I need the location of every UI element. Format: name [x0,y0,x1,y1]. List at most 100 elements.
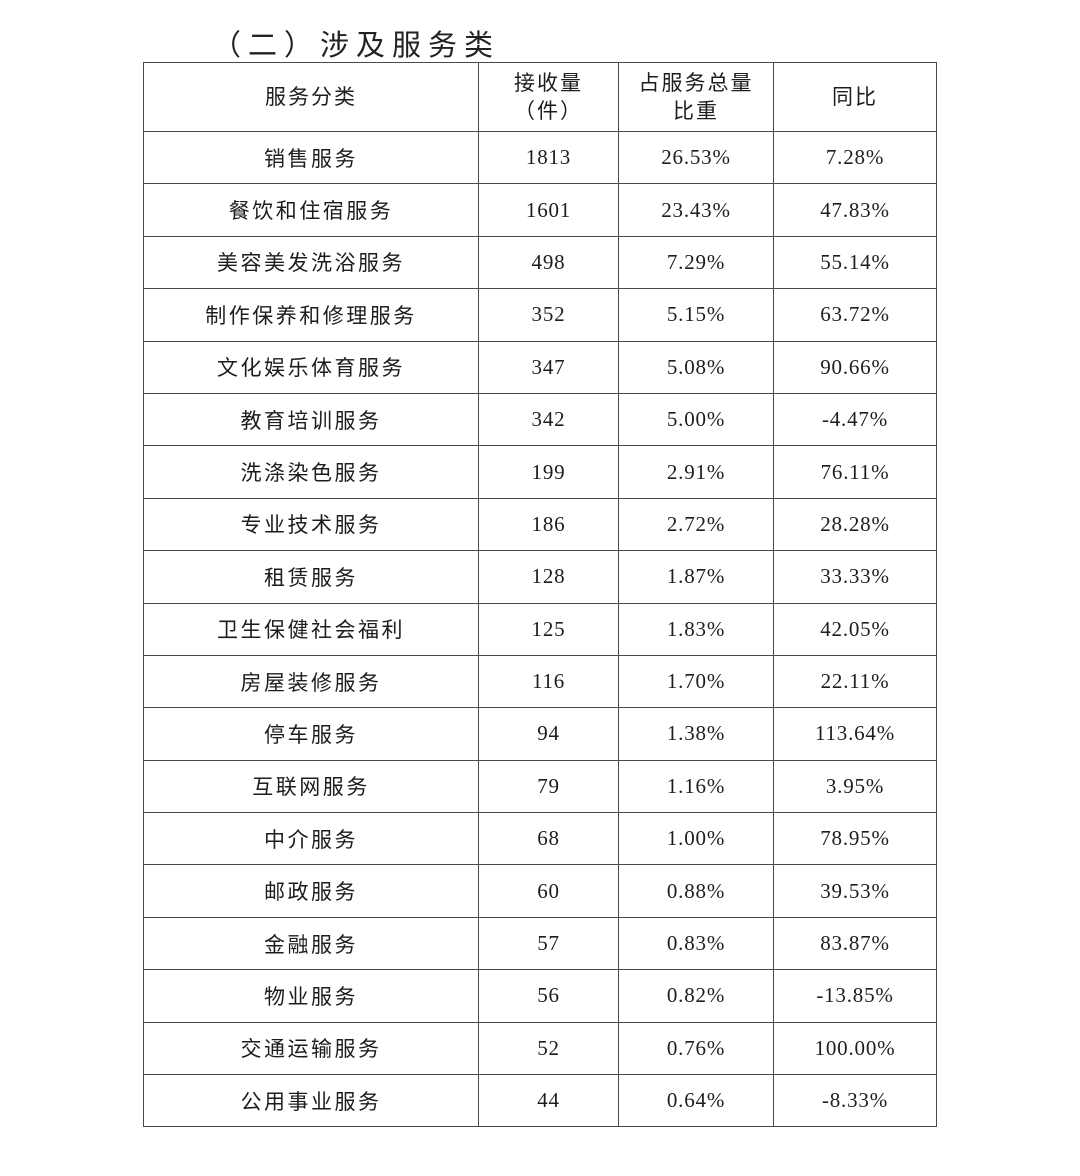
received-cell: 498 [478,235,619,290]
table-row: 邮政服务 60 0.88% 39.53% [143,864,937,918]
category-cell: 停车服务 [143,707,479,761]
category-cell: 交通运输服务 [143,1021,479,1076]
category-cell: 文化娱乐体育服务 [143,340,479,394]
category-cell: 教育培训服务 [143,392,479,447]
received-cell: 125 [478,602,619,656]
received-cell: 60 [478,864,619,918]
yoy-cell: 100.00% [773,1021,937,1076]
table-row: 制作保养和修理服务 352 5.15% 63.72% [143,288,937,342]
share-cell: 1.87% [618,550,774,604]
category-cell: 互联网服务 [143,759,479,814]
yoy-cell: 22.11% [773,654,937,709]
category-cell: 卫生保健社会福利 [143,602,479,656]
table-row: 物业服务 56 0.82% -13.85% [143,969,937,1023]
received-cell: 57 [478,916,619,971]
yoy-cell: 90.66% [773,340,937,394]
received-cell: 52 [478,1021,619,1076]
share-cell: 1.00% [618,812,774,866]
category-cell: 邮政服务 [143,864,479,918]
yoy-cell: 33.33% [773,550,937,604]
category-cell: 租赁服务 [143,550,479,604]
share-cell: 23.43% [618,183,774,237]
share-cell: 5.00% [618,392,774,447]
category-cell: 销售服务 [143,130,479,185]
header-share: 占服务总量 比重 [618,62,774,132]
received-cell: 1813 [478,130,619,185]
yoy-cell: -13.85% [773,969,937,1023]
share-cell: 7.29% [618,235,774,290]
share-cell: 1.70% [618,654,774,709]
received-cell: 116 [478,654,619,709]
category-cell: 中介服务 [143,812,479,866]
table-row: 洗涤染色服务 199 2.91% 76.11% [143,445,937,499]
yoy-cell: 76.11% [773,445,937,499]
yoy-cell: 78.95% [773,812,937,866]
share-cell: 1.83% [618,602,774,656]
yoy-cell: 113.64% [773,707,937,761]
table-body: 销售服务 1813 26.53% 7.28% 餐饮和住宿服务 1601 23.43% 47.8… [143,130,937,1128]
share-cell: 0.83% [618,916,774,971]
table-row: 专业技术服务 186 2.72% 28.28% [143,497,937,552]
table-row: 交通运输服务 52 0.76% 100.00% [143,1021,937,1076]
yoy-cell: 42.05% [773,602,937,656]
table-row: 教育培训服务 342 5.00% -4.47% [143,392,937,447]
header-category: 服务分类 [143,62,479,132]
table-row: 停车服务 94 1.38% 113.64% [143,707,937,761]
received-cell: 342 [478,392,619,447]
share-cell: 0.76% [618,1021,774,1076]
header-received: 接收量 （件） [478,62,619,132]
table-row: 文化娱乐体育服务 347 5.08% 90.66% [143,340,937,394]
yoy-cell: -4.47% [773,392,937,447]
service-category-table: 服务分类 接收量 （件） 占服务总量 比重 同比 销售服务 1813 26.53% 7… [143,62,937,1128]
yoy-cell: 3.95% [773,759,937,814]
received-cell: 68 [478,812,619,866]
section-title: （二）涉及服务类 [212,30,501,62]
table-row: 公用事业服务 44 0.64% -8.33% [143,1074,937,1128]
yoy-cell: 39.53% [773,864,937,918]
table-row: 中介服务 68 1.00% 78.95% [143,812,937,866]
table-row: 卫生保健社会福利 125 1.83% 42.05% [143,602,937,656]
category-cell: 金融服务 [143,916,479,971]
yoy-cell: 7.28% [773,130,937,185]
table-row: 销售服务 1813 26.53% 7.28% [143,130,937,185]
share-cell: 0.64% [618,1074,774,1128]
category-cell: 物业服务 [143,969,479,1023]
share-cell: 1.16% [618,759,774,814]
yoy-cell: 55.14% [773,235,937,290]
yoy-cell: 28.28% [773,497,937,552]
received-cell: 79 [478,759,619,814]
share-cell: 2.72% [618,497,774,552]
share-cell: 0.88% [618,864,774,918]
header-yoy: 同比 [773,62,937,132]
category-cell: 专业技术服务 [143,497,479,552]
share-cell: 26.53% [618,130,774,185]
table-row: 餐饮和住宿服务 1601 23.43% 47.83% [143,183,937,237]
yoy-cell: -8.33% [773,1074,937,1128]
received-cell: 1601 [478,183,619,237]
category-cell: 制作保养和修理服务 [143,288,479,342]
category-cell: 餐饮和住宿服务 [143,183,479,237]
share-cell: 0.82% [618,969,774,1023]
received-cell: 347 [478,340,619,394]
yoy-cell: 47.83% [773,183,937,237]
received-cell: 352 [478,288,619,342]
table-row: 金融服务 57 0.83% 83.87% [143,916,937,971]
category-cell: 洗涤染色服务 [143,445,479,499]
category-cell: 公用事业服务 [143,1074,479,1128]
received-cell: 186 [478,497,619,552]
yoy-cell: 83.87% [773,916,937,971]
share-cell: 2.91% [618,445,774,499]
received-cell: 44 [478,1074,619,1128]
share-cell: 5.08% [618,340,774,394]
table-row: 房屋装修服务 116 1.70% 22.11% [143,654,937,709]
category-cell: 房屋装修服务 [143,654,479,709]
yoy-cell: 63.72% [773,288,937,342]
table-header-row: 服务分类 接收量 （件） 占服务总量 比重 同比 [143,62,937,132]
category-cell: 美容美发洗浴服务 [143,235,479,290]
received-cell: 94 [478,707,619,761]
table-row: 互联网服务 79 1.16% 3.95% [143,759,937,814]
table-row: 租赁服务 128 1.87% 33.33% [143,550,937,604]
received-cell: 128 [478,550,619,604]
received-cell: 56 [478,969,619,1023]
